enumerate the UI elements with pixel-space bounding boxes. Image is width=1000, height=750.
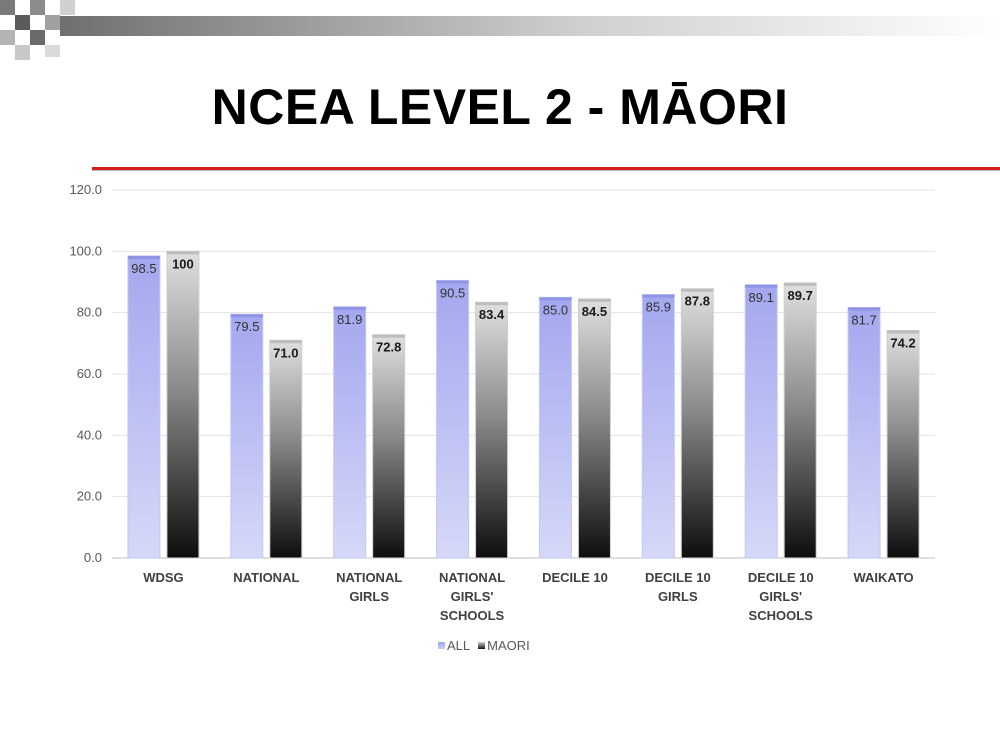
bar-maori (783, 282, 817, 559)
bar-maori (475, 301, 509, 559)
bar-all-top (230, 314, 263, 318)
data-label-all: 85.0 (543, 302, 568, 317)
bar-all-top (127, 255, 160, 259)
bar-maori-top (372, 334, 405, 338)
y-tick-label: 20.0 (77, 489, 102, 504)
legend-label-maori: MAORI (487, 638, 530, 653)
bar-maori (886, 329, 920, 559)
x-category-label: SCHOOLS (440, 608, 505, 623)
data-label-all: 79.5 (234, 319, 259, 334)
bar-all-top (848, 307, 881, 311)
x-category-label: GIRLS' (759, 589, 802, 604)
bar-maori-top (269, 340, 302, 344)
bar-maori (372, 334, 406, 559)
bar-all-top (642, 294, 675, 298)
x-category-label: WAIKATO (853, 570, 913, 585)
bar-maori-top (475, 302, 508, 306)
x-category-label: WDSG (143, 570, 183, 585)
data-label-maori: 100 (172, 256, 194, 271)
bar-maori (680, 288, 714, 559)
slide-title: NCEA LEVEL 2 - MĀORI (211, 79, 789, 135)
bar-maori-top (784, 282, 817, 286)
y-tick-label: 100.0 (69, 243, 102, 258)
bar-maori (166, 250, 200, 559)
data-label-maori: 87.8 (685, 294, 710, 309)
bar-maori (269, 339, 303, 559)
x-category-label: DECILE 10 (645, 570, 711, 585)
bar-all (538, 296, 572, 559)
data-label-maori: 84.5 (582, 304, 607, 319)
data-label-all: 81.9 (337, 312, 362, 327)
data-label-all: 85.9 (646, 300, 671, 315)
bar-maori-top (578, 298, 611, 302)
title-underline (92, 167, 1000, 170)
labels: 0.0 20.0 40.0 60.0 80.0 100.0 120.0 98.5 100 WDSG… (69, 182, 915, 623)
x-category-label: GIRLS' (451, 589, 494, 604)
decorative-squares-banner (0, 0, 1000, 60)
data-label-maori: 89.7 (788, 288, 813, 303)
legend-item-all: ALL (438, 638, 470, 653)
bar-all-top (745, 284, 778, 288)
y-tick-label: 120.0 (69, 182, 102, 197)
bar-all (641, 294, 675, 559)
x-category-label: DECILE 10 (542, 570, 608, 585)
data-label-all: 81.7 (851, 312, 876, 327)
chart-legend: ALL MAORI (438, 638, 530, 653)
data-label-maori: 74.2 (890, 335, 915, 350)
y-tick-label: 0.0 (84, 550, 102, 565)
bar-all (333, 306, 367, 559)
data-label-maori: 72.8 (376, 340, 401, 355)
data-label-all: 89.1 (749, 290, 774, 305)
x-category-label: NATIONAL (233, 570, 299, 585)
title-underline-shadow (92, 170, 1000, 171)
bar-maori (577, 298, 611, 559)
bar-maori-top (887, 330, 920, 334)
bar-all-top (333, 306, 366, 310)
data-label-maori: 83.4 (479, 307, 505, 322)
y-tick-label: 80.0 (77, 305, 102, 320)
data-label-all: 98.5 (131, 261, 156, 276)
legend-swatch-maori (478, 642, 486, 649)
bar-maori-top (166, 251, 199, 255)
x-category-label: NATIONAL (336, 570, 402, 585)
bar-all-top (539, 297, 572, 301)
bars (127, 250, 920, 559)
bar-all (127, 255, 161, 559)
bar-all (744, 284, 778, 559)
legend-swatch-all (438, 642, 445, 649)
bar-maori-top (681, 288, 714, 292)
x-category-label: SCHOOLS (749, 608, 814, 623)
legend-item-maori: MAORI (478, 638, 530, 653)
x-category-label: DECILE 10 (748, 570, 814, 585)
y-tick-label: 40.0 (77, 427, 102, 442)
bar-all (847, 306, 881, 559)
x-category-label: GIRLS (349, 589, 389, 604)
y-tick-label: 60.0 (77, 366, 102, 381)
legend-label-all: ALL (447, 638, 471, 653)
x-category-label: GIRLS (658, 589, 698, 604)
bar-all-top (436, 280, 469, 284)
x-category-label: NATIONAL (439, 570, 505, 585)
bar-all (436, 279, 470, 559)
data-label-all: 90.5 (440, 285, 465, 300)
bar-all (230, 313, 264, 559)
data-label-maori: 71.0 (273, 345, 298, 360)
